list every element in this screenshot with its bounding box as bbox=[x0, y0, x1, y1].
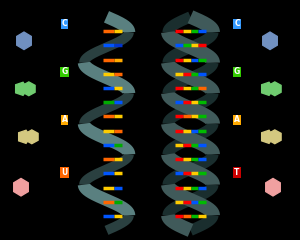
Text: G: G bbox=[61, 67, 68, 77]
Text: G: G bbox=[234, 67, 240, 77]
Text: C: C bbox=[234, 19, 240, 29]
Polygon shape bbox=[262, 82, 274, 95]
Text: A: A bbox=[234, 115, 240, 125]
Polygon shape bbox=[14, 179, 28, 196]
Polygon shape bbox=[263, 32, 277, 49]
Polygon shape bbox=[17, 32, 31, 49]
Polygon shape bbox=[26, 130, 38, 144]
Polygon shape bbox=[19, 130, 31, 143]
Text: C: C bbox=[62, 19, 67, 29]
Polygon shape bbox=[22, 82, 35, 96]
Polygon shape bbox=[266, 179, 280, 196]
Text: T: T bbox=[234, 168, 240, 177]
Text: U: U bbox=[61, 168, 68, 177]
Text: A: A bbox=[61, 115, 68, 125]
Polygon shape bbox=[262, 130, 274, 143]
Polygon shape bbox=[268, 130, 281, 144]
Polygon shape bbox=[268, 82, 281, 96]
Polygon shape bbox=[16, 82, 28, 95]
